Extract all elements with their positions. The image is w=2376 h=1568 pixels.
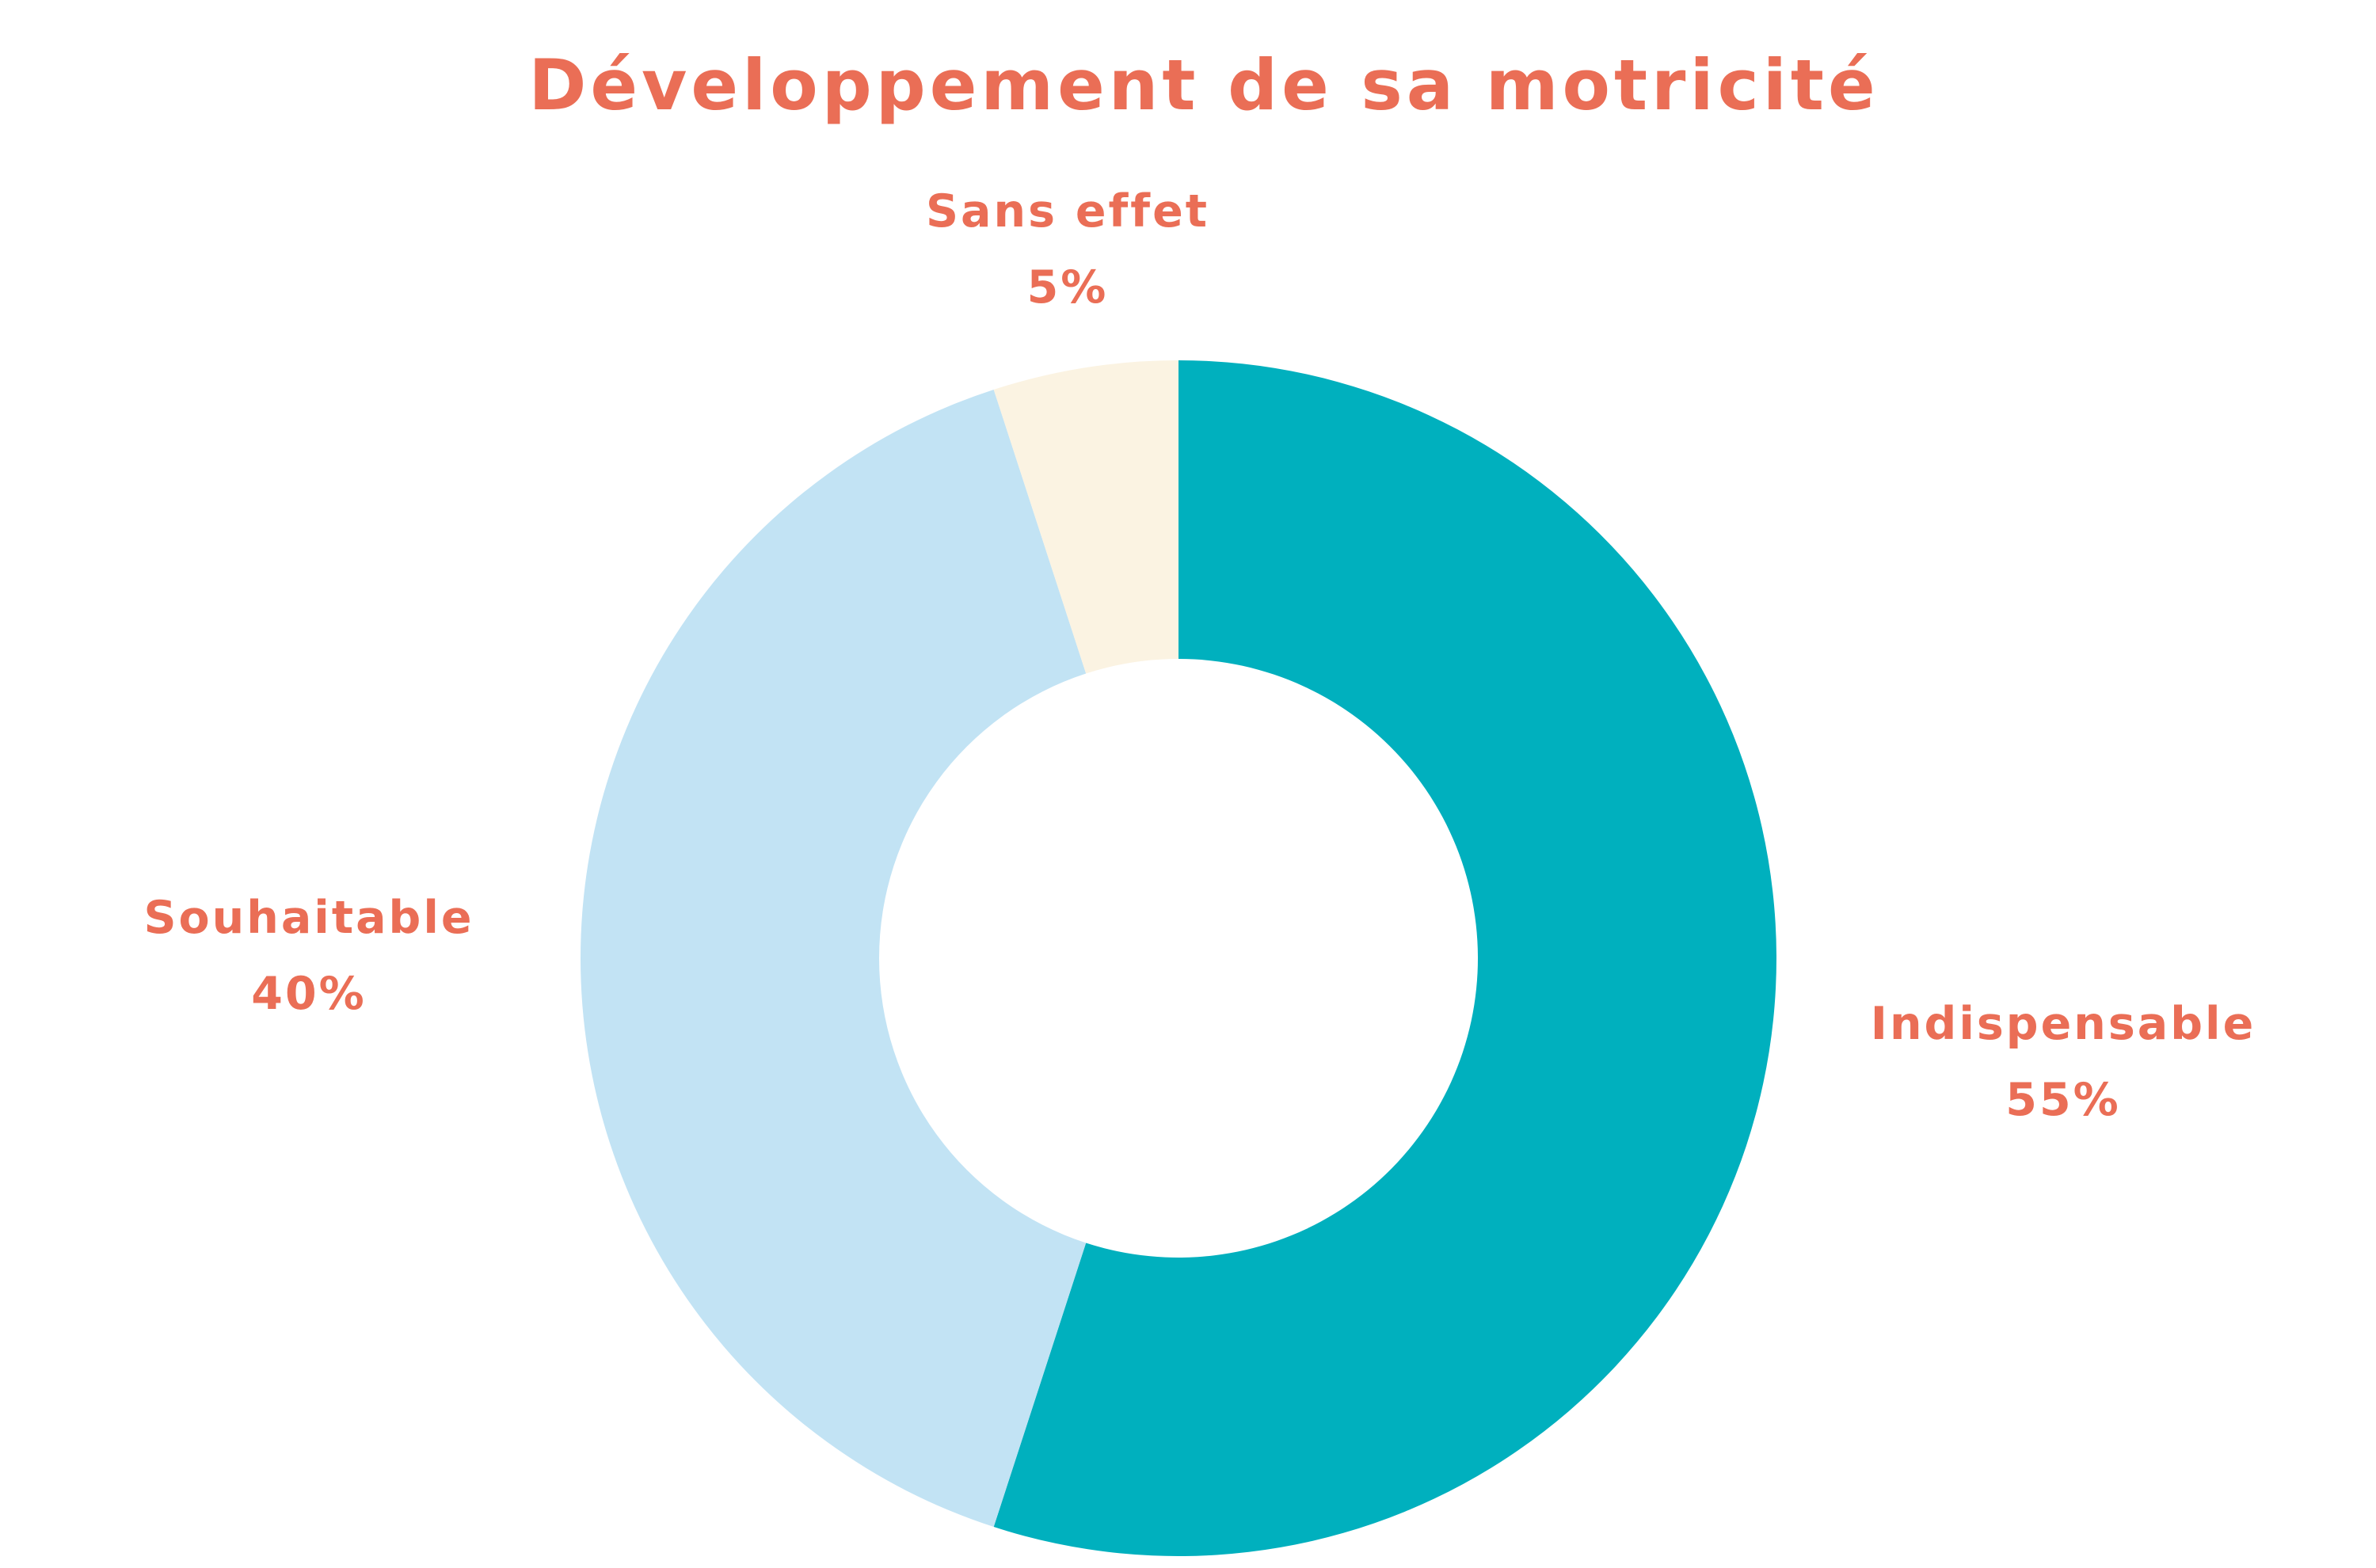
donut-slices bbox=[580, 360, 1776, 1556]
slice-value-indispensable: 55% bbox=[2005, 1074, 2120, 1126]
slice-indispensable bbox=[993, 360, 1776, 1556]
slice-value-sans-effet: 5% bbox=[1027, 261, 1109, 314]
chart-title: Développement de sa motricité bbox=[528, 44, 1879, 126]
slice-labels: Indispensable 55% Souhaitable 40% Sans effet… bbox=[143, 185, 2256, 1126]
slice-value-souhaitable: 40% bbox=[251, 968, 366, 1020]
slice-label-sans-effet: Sans effet bbox=[926, 185, 1209, 238]
slice-label-souhaitable: Souhaitable bbox=[143, 892, 474, 944]
slice-label-indispensable: Indispensable bbox=[1871, 998, 2256, 1050]
slice-souhaitable bbox=[580, 389, 1087, 1528]
slice-sans-effet bbox=[993, 360, 1178, 674]
